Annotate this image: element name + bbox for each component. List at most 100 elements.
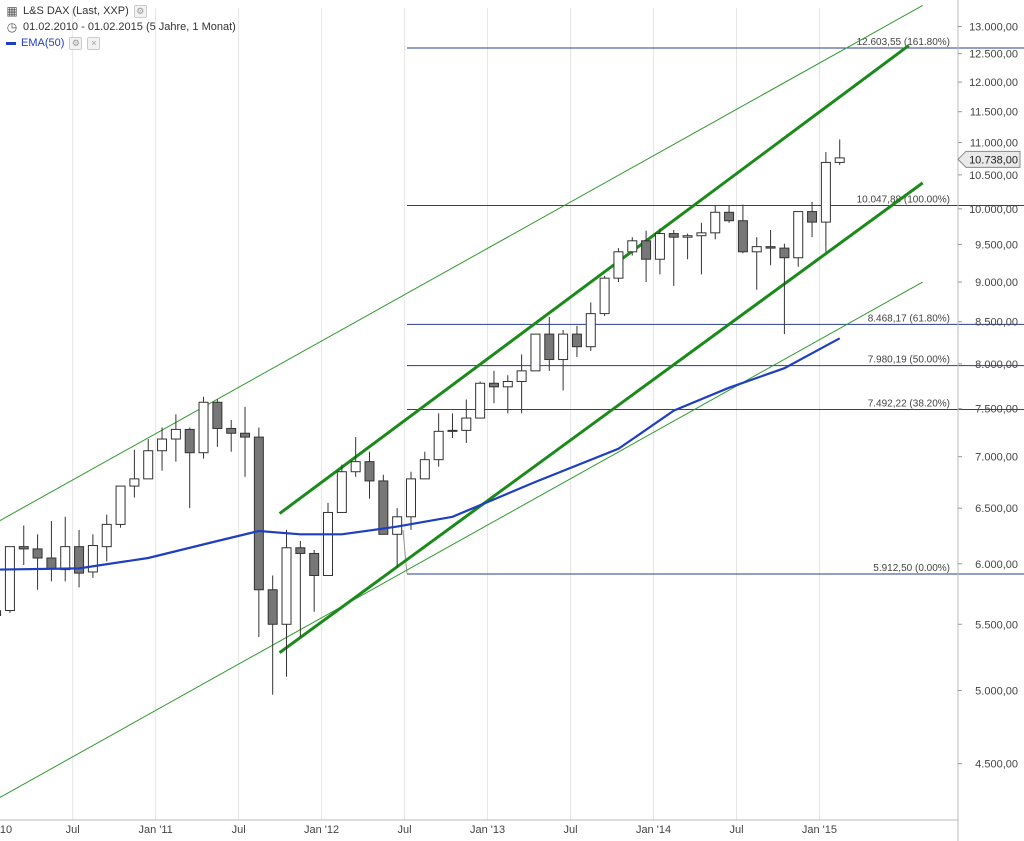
candle bbox=[751, 237, 762, 290]
candle bbox=[696, 222, 707, 275]
candle bbox=[115, 485, 126, 528]
candle-body bbox=[447, 429, 458, 432]
candle-body bbox=[253, 436, 264, 591]
candle bbox=[654, 228, 665, 275]
y-tick-label: 5.500,00 bbox=[975, 619, 1018, 631]
candle-body bbox=[60, 546, 71, 571]
candle bbox=[599, 275, 610, 317]
candle bbox=[779, 243, 790, 335]
y-tick-label: 13.000,00 bbox=[969, 21, 1018, 33]
range-label: 01.02.2010 - 01.02.2015 (5 Jahre, 1 Mona… bbox=[23, 21, 236, 33]
candle-body bbox=[820, 161, 831, 223]
candle bbox=[74, 529, 85, 588]
x-tick-label: 10 bbox=[0, 824, 12, 836]
y-tick-label: 11.000,00 bbox=[970, 138, 1018, 150]
candle bbox=[240, 406, 251, 477]
candle bbox=[737, 204, 748, 254]
x-tick-label: Jul bbox=[398, 824, 412, 836]
y-tick-label: 4.500,00 bbox=[975, 759, 1018, 771]
candle bbox=[834, 139, 845, 166]
candle-body bbox=[364, 461, 375, 482]
candle-body bbox=[641, 240, 652, 260]
candle bbox=[378, 474, 389, 535]
fib-label: 7.492,22 (38.20%) bbox=[868, 398, 950, 409]
candle-body bbox=[295, 547, 306, 554]
candle-body bbox=[544, 333, 555, 361]
candle-body bbox=[46, 557, 57, 569]
instrument-label: L&S DAX (Last, XXP) bbox=[23, 5, 129, 17]
candle bbox=[226, 419, 237, 452]
indicator-label: EMA(50) bbox=[21, 37, 65, 49]
candle-body bbox=[32, 548, 43, 559]
candle bbox=[516, 354, 527, 414]
candle bbox=[0, 610, 2, 616]
x-axis: 10 Jul Jan '11 Jul Jan '12 Jul Jan '13 Jul Jan '… bbox=[0, 819, 958, 836]
y-tick-label: 5.000,00 bbox=[975, 686, 1018, 698]
y-tick-label: 6.500,00 bbox=[975, 503, 1018, 515]
candle-body bbox=[696, 232, 707, 237]
candle-body bbox=[807, 211, 818, 223]
fib-anchor-line bbox=[402, 529, 408, 575]
candle-body bbox=[779, 247, 790, 259]
y-tick-label: 9.000,00 bbox=[975, 277, 1018, 289]
candle-body bbox=[4, 546, 15, 612]
candle bbox=[447, 413, 458, 439]
candle-body bbox=[654, 233, 665, 260]
candle-body bbox=[530, 333, 541, 372]
channel-line-thick bbox=[278, 44, 910, 515]
x-tick-label: Jan '13 bbox=[470, 824, 505, 836]
candle bbox=[585, 302, 596, 351]
channel-line-thin bbox=[0, 4, 923, 522]
candle bbox=[461, 399, 472, 443]
settings-icon[interactable]: ⚙ bbox=[133, 4, 147, 18]
indicator-close-icon[interactable]: × bbox=[87, 36, 101, 50]
candle bbox=[101, 514, 112, 562]
y-tick-label: 7.500,00 bbox=[975, 404, 1018, 416]
candle bbox=[32, 534, 43, 590]
fib-label: 5.912,50 (0.00%) bbox=[873, 563, 950, 574]
candle-body bbox=[765, 246, 776, 249]
candle bbox=[433, 413, 444, 467]
ema-line bbox=[0, 337, 841, 571]
y-tick-label: 9.500,00 bbox=[975, 239, 1018, 251]
candle bbox=[198, 396, 209, 459]
candle-body bbox=[475, 382, 486, 419]
candle bbox=[87, 534, 98, 578]
candle-body bbox=[184, 428, 195, 454]
candle bbox=[807, 201, 818, 238]
candle bbox=[143, 439, 154, 480]
candle-body bbox=[405, 478, 416, 518]
candle bbox=[4, 546, 15, 613]
y-tick-label: 8.000,00 bbox=[975, 359, 1018, 371]
candle-body bbox=[682, 235, 693, 238]
candle-body bbox=[793, 211, 804, 259]
candle-body bbox=[724, 211, 735, 222]
ema-swatch bbox=[6, 41, 16, 45]
candle bbox=[157, 427, 168, 471]
candle bbox=[530, 333, 541, 372]
candle bbox=[18, 525, 29, 565]
candle bbox=[724, 205, 735, 223]
fib-label: 10.047,88 (100.00%) bbox=[857, 194, 950, 205]
x-tick-label: Jul bbox=[729, 824, 743, 836]
candle-body bbox=[433, 430, 444, 461]
candle-body bbox=[143, 450, 154, 480]
fib-label: 12.603,55 (161.80%) bbox=[857, 37, 950, 48]
fib-label: 7.980,19 (50.00%) bbox=[868, 355, 950, 366]
candle bbox=[475, 381, 486, 419]
candle-body bbox=[309, 552, 320, 576]
candle bbox=[336, 464, 347, 513]
candle-body bbox=[585, 313, 596, 348]
candle-body bbox=[378, 480, 389, 535]
candle-body bbox=[281, 547, 292, 625]
candle-body bbox=[157, 438, 168, 452]
indicator-settings-icon[interactable]: ⚙ bbox=[69, 36, 83, 50]
candle-body bbox=[627, 240, 638, 253]
candle-body bbox=[599, 277, 610, 315]
clock-icon: ◷ bbox=[6, 20, 18, 34]
candle bbox=[212, 399, 223, 447]
candle bbox=[253, 427, 264, 638]
x-tick-label: Jan '12 bbox=[304, 824, 339, 836]
fib-label: 8.468,17 (61.80%) bbox=[868, 313, 950, 324]
